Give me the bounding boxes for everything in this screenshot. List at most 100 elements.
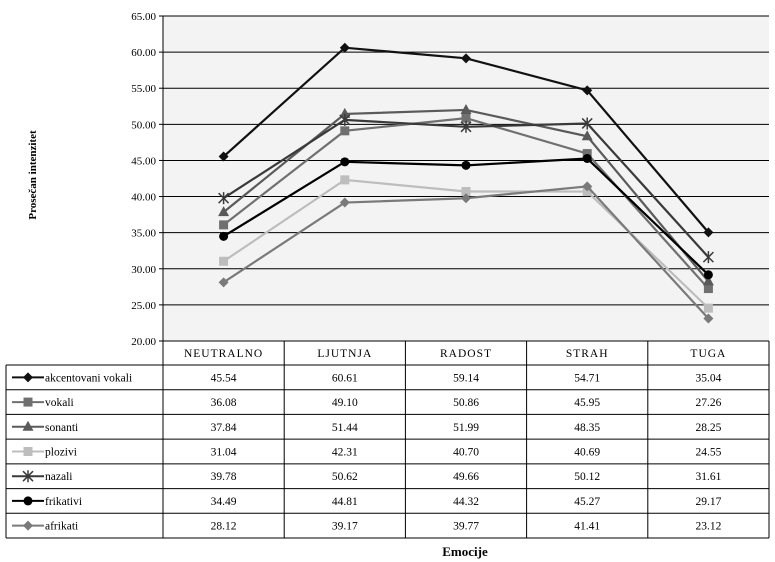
legend-label: vokali bbox=[45, 397, 74, 409]
data-point bbox=[703, 227, 714, 238]
table-cell: 49.66 bbox=[453, 471, 479, 483]
legend-key bbox=[12, 372, 44, 383]
data-point bbox=[340, 175, 350, 185]
data-point bbox=[703, 284, 713, 294]
legend-key bbox=[12, 397, 44, 407]
y-tick-label: 50.00 bbox=[131, 119, 156, 131]
legend-key bbox=[12, 520, 44, 531]
y-tick-label: 40.00 bbox=[131, 192, 156, 204]
table-cell: 60.61 bbox=[332, 372, 358, 384]
data-point bbox=[339, 113, 351, 126]
table-cell: 50.12 bbox=[574, 471, 600, 483]
legend-key bbox=[12, 470, 44, 483]
table-cell: 31.61 bbox=[695, 471, 721, 483]
table-cell: 40.70 bbox=[453, 447, 479, 459]
table-cell: 45.27 bbox=[574, 496, 600, 508]
table-cell: 51.44 bbox=[332, 422, 358, 434]
data-point bbox=[461, 53, 471, 64]
data-point bbox=[702, 275, 714, 286]
legend-label: akcentovani vokali bbox=[45, 372, 132, 384]
table-cell: 40.69 bbox=[574, 447, 600, 459]
data-point bbox=[218, 206, 230, 217]
x-category-label: NEUTRALNO bbox=[184, 348, 263, 360]
data-point bbox=[702, 251, 714, 264]
data-point bbox=[218, 192, 230, 205]
legend-label: plozivi bbox=[45, 447, 77, 459]
table-cell: 31.04 bbox=[211, 447, 237, 459]
x-axis-label: Emocije bbox=[442, 544, 488, 559]
data-point bbox=[461, 187, 471, 196]
legend-label: afrikati bbox=[45, 521, 78, 533]
series-akcentovani-vokali bbox=[218, 42, 714, 238]
data-point bbox=[22, 420, 34, 431]
data-point bbox=[339, 42, 350, 53]
table-cell: 34.49 bbox=[211, 496, 237, 508]
data-point bbox=[461, 193, 471, 204]
data-point bbox=[581, 130, 593, 141]
y-tick-label: 35.00 bbox=[131, 228, 156, 240]
data-point bbox=[703, 303, 713, 313]
data-point bbox=[460, 120, 472, 133]
legend-label: nazali bbox=[45, 471, 72, 483]
data-point bbox=[581, 117, 593, 130]
legend-key bbox=[12, 496, 44, 506]
table-cell: 44.32 bbox=[453, 496, 479, 508]
table-cell: 48.35 bbox=[574, 422, 600, 434]
legend-label: sonanti bbox=[45, 422, 78, 434]
table-cell: 37.84 bbox=[211, 422, 237, 434]
legend-key bbox=[12, 447, 44, 456]
x-category-label: LJUTNJA bbox=[317, 348, 372, 360]
table-cell: 54.71 bbox=[574, 372, 600, 384]
table-cell: 27.26 bbox=[695, 397, 721, 409]
x-category-label: STRAH bbox=[566, 348, 609, 360]
table-cell: 29.17 bbox=[695, 496, 721, 508]
x-category-label: TUGA bbox=[690, 348, 726, 360]
data-point bbox=[582, 153, 592, 163]
table-cell: 28.25 bbox=[695, 422, 721, 434]
data-point bbox=[461, 160, 471, 170]
y-tick-label: 25.00 bbox=[131, 300, 156, 312]
legend-label: frikativi bbox=[45, 496, 82, 508]
table-cell: 39.77 bbox=[453, 521, 479, 533]
table-cell: 24.55 bbox=[695, 447, 721, 459]
y-tick-label: 20.00 bbox=[131, 336, 156, 348]
table-cell: 45.54 bbox=[211, 372, 237, 384]
data-point bbox=[23, 447, 33, 456]
data-point bbox=[219, 220, 229, 230]
table-cell: 44.81 bbox=[332, 496, 358, 508]
data-point bbox=[23, 496, 33, 506]
series-frikativi bbox=[219, 153, 713, 280]
data-point bbox=[340, 126, 350, 136]
table-cell: 45.95 bbox=[574, 397, 600, 409]
series-nazali bbox=[218, 113, 714, 264]
y-tick-label: 55.00 bbox=[131, 83, 156, 95]
data-point bbox=[461, 113, 471, 123]
table-cell: 51.99 bbox=[453, 422, 479, 434]
data-point bbox=[703, 313, 714, 324]
table-cell: 42.31 bbox=[332, 447, 358, 459]
data-point bbox=[218, 277, 229, 288]
data-point bbox=[582, 85, 593, 96]
x-category-label: RADOST bbox=[440, 348, 492, 360]
table-cell: 50.86 bbox=[453, 397, 479, 409]
table-cell: 59.14 bbox=[453, 372, 479, 384]
table-cell: 39.17 bbox=[332, 521, 358, 533]
y-tick-label: 60.00 bbox=[131, 47, 156, 59]
data-point bbox=[23, 397, 33, 407]
data-point bbox=[339, 107, 351, 118]
data-point bbox=[582, 149, 592, 159]
data-point bbox=[22, 470, 34, 483]
data-point bbox=[340, 157, 350, 167]
y-tick-label: 65.00 bbox=[131, 11, 156, 23]
y-tick-label: 45.00 bbox=[131, 155, 156, 167]
table-cell: 39.78 bbox=[211, 471, 237, 483]
data-point bbox=[582, 181, 593, 192]
y-axis-label: Prosečan intenzitet bbox=[27, 130, 39, 220]
data-point bbox=[218, 151, 229, 162]
table-cell: 23.12 bbox=[695, 521, 721, 533]
data-point bbox=[219, 256, 229, 266]
table-cell: 35.04 bbox=[695, 372, 721, 384]
table-cell: 28.12 bbox=[211, 521, 237, 533]
data-point bbox=[582, 187, 592, 197]
